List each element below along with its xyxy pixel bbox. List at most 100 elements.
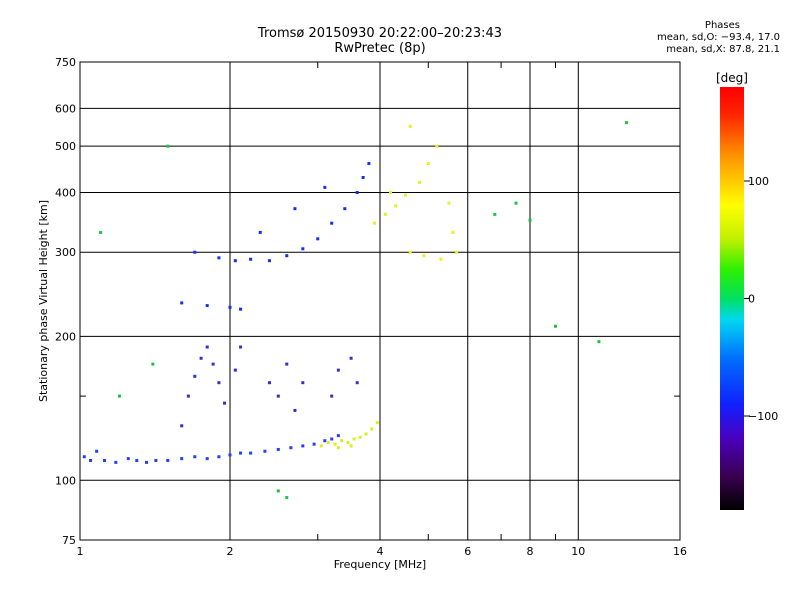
data-point: [239, 307, 243, 311]
data-point: [193, 374, 197, 378]
data-point: [403, 193, 407, 197]
data-point: [451, 230, 455, 234]
colorbar-tick-label: −100: [748, 410, 778, 423]
data-point: [193, 250, 197, 254]
data-point: [249, 257, 253, 261]
data-point: [276, 394, 280, 398]
data-point: [117, 394, 121, 398]
colorbar-tick-label: 100: [748, 175, 769, 188]
data-point: [186, 394, 190, 398]
x-tick-label: 4: [377, 545, 384, 558]
data-point: [312, 442, 316, 446]
data-point: [352, 437, 356, 441]
data-point: [319, 444, 323, 448]
data-point: [336, 434, 340, 438]
y-tick-label: 500: [55, 140, 76, 153]
data-point: [285, 254, 289, 258]
data-point: [263, 449, 267, 453]
data-point: [82, 455, 86, 459]
data-point: [285, 496, 289, 500]
phase-stats-heading: Phases: [704, 20, 740, 31]
plot-area: 1 2 4 6 8 10 16 75 100 200 300 400 500 600 750 Frequenc…: [37, 56, 687, 571]
data-point: [95, 449, 99, 453]
data-point: [228, 305, 232, 309]
data-point: [301, 247, 305, 251]
data-point: [151, 362, 155, 366]
y-tick-label: 600: [55, 102, 76, 115]
y-tick-label: 200: [55, 330, 76, 343]
phase-stats-o: mean, sd,O: −93.4, 17.0: [657, 32, 780, 43]
data-point: [408, 250, 412, 254]
data-point: [336, 368, 340, 372]
data-point: [323, 439, 327, 443]
data-point: [276, 489, 280, 493]
data-point: [333, 442, 337, 446]
data-point: [346, 440, 350, 444]
data-point: [355, 190, 359, 194]
data-point: [114, 460, 118, 464]
data-point: [493, 212, 497, 216]
x-tick-label: 10: [571, 545, 585, 558]
data-point: [293, 408, 297, 412]
data-point: [233, 259, 237, 263]
y-tick-label: 750: [55, 56, 76, 69]
data-point: [223, 401, 227, 405]
y-tick-label: 100: [55, 474, 76, 487]
data-point: [180, 424, 184, 428]
data-point: [205, 345, 209, 349]
data-point: [145, 460, 149, 464]
data-point: [316, 237, 320, 241]
data-point: [323, 185, 327, 189]
data-point: [394, 204, 398, 208]
data-point: [126, 457, 130, 461]
data-point: [211, 362, 215, 366]
data-point: [330, 394, 334, 398]
data-point: [625, 121, 629, 125]
phase-stats-x: mean, sd,X: 87.8, 21.1: [666, 44, 780, 55]
y-tick-label: 300: [55, 246, 76, 259]
data-point: [193, 455, 197, 459]
data-point: [249, 451, 253, 455]
chart-title-line1: Tromsø 20150930 20:22:00–20:23:43: [257, 26, 503, 41]
data-point: [408, 124, 412, 128]
data-point: [205, 304, 209, 308]
colorbar: [deg] 100 0 −100: [716, 71, 778, 510]
data-point: [447, 201, 451, 205]
data-point: [199, 356, 203, 360]
data-point: [166, 458, 170, 462]
data-point: [597, 340, 601, 344]
chart-title: Tromsø 20150930 20:22:00–20:23:43 RwPret…: [180, 26, 580, 56]
y-axis-label: Stationary phase Virtual Height [km]: [37, 200, 50, 402]
x-axis-label: Frequency [MHz]: [334, 558, 426, 571]
data-point: [349, 356, 353, 360]
data-point: [267, 381, 271, 385]
data-point: [228, 453, 232, 457]
data-point: [258, 230, 262, 234]
chart-title-line2: RwPretec (8p): [334, 41, 426, 56]
data-point: [135, 458, 139, 462]
data-point: [301, 444, 305, 448]
data-point: [180, 301, 184, 305]
data-point: [99, 230, 103, 234]
data-point: [422, 254, 426, 258]
data-point: [289, 446, 293, 450]
data-point: [276, 447, 280, 451]
data-point: [364, 432, 368, 436]
data-point: [355, 381, 359, 385]
data-point: [326, 440, 330, 444]
data-point: [336, 446, 340, 450]
data-point: [373, 221, 377, 225]
colorbar-tick-label: 0: [748, 293, 755, 306]
colorbar-gradient: [720, 87, 744, 510]
data-point: [417, 180, 421, 184]
data-point: [528, 218, 532, 222]
data-point: [180, 457, 184, 461]
data-point: [330, 437, 334, 441]
data-point: [267, 259, 271, 263]
x-tick-label: 6: [464, 545, 471, 558]
data-point: [301, 381, 305, 385]
data-point: [340, 439, 344, 443]
data-point: [343, 207, 347, 211]
data-point: [330, 221, 334, 225]
